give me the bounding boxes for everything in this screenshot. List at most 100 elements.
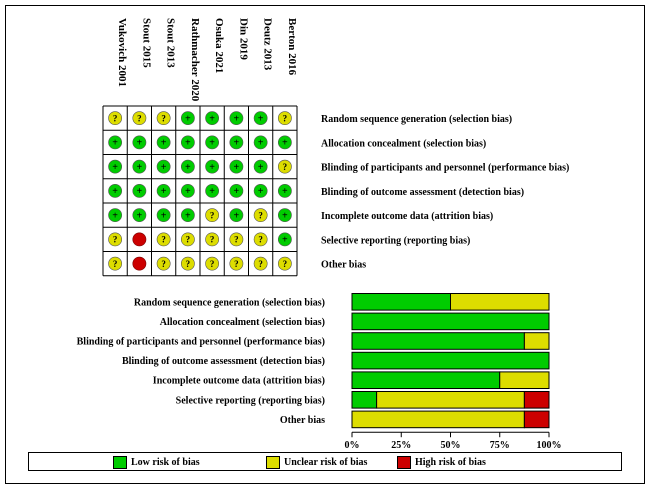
bar-segment-unclear: [499, 371, 550, 389]
risk-judgement-symbol: +: [161, 138, 167, 149]
risk-judgement-symbol: +: [282, 235, 288, 246]
x-tick-label: 75%: [490, 440, 510, 451]
domain-label: Blinding of participants and personnel (…: [321, 163, 569, 174]
risk-judgement-dot: [132, 208, 147, 223]
risk-judgement-symbol: +: [137, 186, 143, 197]
legend-label-low: Low risk of bias: [131, 456, 200, 468]
risk-judgement-dot: [132, 232, 147, 247]
risk-judgement-symbol: +: [209, 113, 215, 124]
risk-judgement-dot: [180, 159, 195, 174]
risk-judgement-dot: [156, 208, 171, 223]
risk-judgement-dot: [156, 111, 171, 126]
risk-judgement-symbol: ?: [210, 235, 215, 245]
risk-judgement-dot: [156, 183, 171, 198]
risk-judgement-symbol: +: [161, 210, 167, 221]
study-label: Deutz 2013: [262, 18, 274, 71]
risk-judgement-symbol: +: [209, 138, 215, 149]
bar-segment-unclear: [523, 332, 550, 350]
bar-segment-unclear: [376, 391, 525, 409]
risk-judgement-symbol: +: [185, 186, 191, 197]
risk-judgement-dot: [180, 208, 195, 223]
risk-judgement-symbol: ?: [113, 259, 118, 269]
domain-label: Other bias: [321, 260, 366, 271]
legend-swatch-unclear: [266, 455, 280, 469]
x-tick-label: 0%: [345, 440, 360, 451]
risk-judgement-dot: [253, 159, 268, 174]
risk-judgement-dot: [277, 232, 292, 247]
x-tick-label: 25%: [391, 440, 411, 451]
risk-judgement-symbol: +: [137, 210, 143, 221]
risk-judgement-symbol: ?: [210, 259, 215, 269]
legend-item-unclear: Unclear risk of bias: [266, 455, 367, 469]
risk-judgement-symbol: ?: [258, 259, 263, 269]
risk-judgement-dot: [180, 111, 195, 126]
category-label: Other bias: [280, 415, 325, 426]
study-label: Rathmacher 2020: [189, 18, 201, 102]
risk-judgement-symbol: +: [234, 138, 240, 149]
risk-judgement-dot: [156, 135, 171, 150]
risk-judgement-dot: [229, 135, 244, 150]
risk-judgement-symbol: +: [185, 138, 191, 149]
risk-judgement-symbol: +: [137, 162, 143, 173]
risk-judgement-dot: [108, 208, 123, 223]
risk-judgement-dot: [205, 183, 220, 198]
risk-judgement-symbol: ?: [161, 113, 166, 123]
bar-segment-unclear: [450, 293, 550, 311]
domain-label: Random sequence generation (selection bi…: [321, 114, 512, 125]
risk-judgement-dot: [132, 159, 147, 174]
risk-judgement-symbol: ?: [283, 162, 288, 172]
bar-segment-low: [351, 312, 550, 331]
risk-judgement-symbol: ?: [210, 210, 215, 220]
risk-judgement-symbol: +: [161, 186, 167, 197]
risk-judgement-symbol: +: [112, 186, 118, 197]
risk-judgement-dot: [253, 208, 268, 223]
risk-judgement-symbol: ?: [186, 259, 191, 269]
risk-judgement-symbol: +: [137, 138, 143, 149]
category-label: Incomplete outcome data (attrition bias): [153, 376, 325, 387]
category-label: Selective reporting (reporting bias): [176, 395, 325, 406]
legend-swatch-high: [397, 455, 411, 469]
risk-judgement-dot: [180, 232, 195, 247]
bar-segment-low: [351, 391, 378, 409]
risk-judgement-symbol: +: [234, 210, 240, 221]
study-label: Stout 2015: [140, 18, 152, 68]
risk-judgement-dot: [277, 208, 292, 223]
domain-label: Selective reporting (reporting bias): [321, 235, 470, 246]
x-tick-label: 50%: [441, 440, 461, 451]
risk-judgement-symbol: ?: [161, 259, 166, 269]
category-label: Blinding of outcome assessment (detectio…: [122, 356, 325, 367]
risk-judgement-dot: [205, 256, 220, 271]
risk-judgement-dot: [108, 256, 123, 271]
risk-judgement-dot: [205, 208, 220, 223]
risk-judgement-dot: [108, 135, 123, 150]
risk-of-bias-graph: Random sequence generation (selection bi…: [77, 293, 562, 451]
risk-judgement-dot: [180, 256, 195, 271]
risk-judgement-symbol: +: [282, 210, 288, 221]
risk-judgement-dot: [229, 208, 244, 223]
risk-judgement-dot: [132, 111, 147, 126]
bar-segment-low: [351, 351, 550, 370]
risk-judgement-symbol: +: [234, 186, 240, 197]
risk-judgement-dot: [253, 183, 268, 198]
risk-judgement-symbol: ?: [113, 235, 118, 245]
risk-judgement-dot: [253, 111, 268, 126]
category-label: Allocation concealment (selection bias): [160, 317, 325, 328]
bar-segment-low: [351, 293, 451, 311]
risk-judgement-symbol: +: [161, 162, 167, 173]
legend-item-low: Low risk of bias: [113, 455, 200, 469]
risk-judgement-symbol: ?: [137, 113, 142, 123]
legend-label-unclear: Unclear risk of bias: [284, 456, 368, 468]
bar-segment-unclear: [351, 410, 525, 429]
bar-segment-low: [351, 332, 525, 350]
risk-judgement-dot: [277, 159, 292, 174]
risk-judgement-dot: [205, 159, 220, 174]
risk-judgement-dot: [277, 111, 292, 126]
risk-judgement-symbol: ?: [234, 259, 239, 269]
risk-judgement-dot: [132, 183, 147, 198]
risk-judgement-symbol: ?: [283, 113, 288, 123]
risk-judgement-symbol: +: [282, 186, 288, 197]
study-label: Din 2019: [237, 18, 249, 60]
legend-swatch-low: [113, 455, 127, 469]
risk-judgement-dot: [229, 232, 244, 247]
